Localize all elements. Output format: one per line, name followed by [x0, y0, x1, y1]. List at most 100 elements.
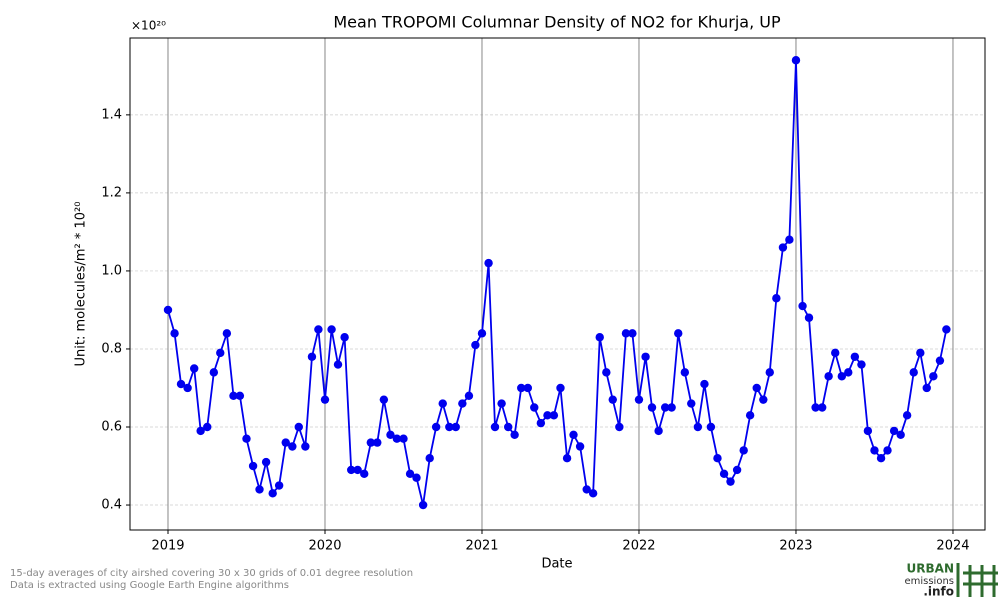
data-point	[209, 368, 219, 377]
data-point	[621, 329, 631, 338]
data-point	[791, 56, 801, 65]
data-point	[876, 454, 886, 463]
data-point	[595, 333, 604, 342]
data-point	[680, 368, 690, 377]
data-point	[667, 403, 676, 412]
data-point	[517, 383, 526, 393]
data-point	[425, 454, 434, 463]
data-point	[543, 411, 552, 420]
data-point	[916, 348, 925, 358]
data-point	[804, 313, 814, 322]
data-point	[418, 500, 428, 510]
logo-text: emissions	[904, 576, 954, 587]
data-point	[857, 360, 866, 369]
data-point	[870, 446, 879, 455]
data-point	[798, 301, 807, 311]
data-point	[530, 403, 539, 412]
data-point	[706, 422, 716, 432]
data-point	[889, 426, 899, 436]
data-point	[510, 430, 519, 439]
data-point	[504, 422, 513, 432]
data-point	[268, 489, 277, 498]
footnote: Data is extracted using Google Earth Eng…	[10, 580, 289, 591]
data-point	[641, 352, 650, 361]
data-point	[484, 258, 493, 268]
x-tick-label: 2023	[779, 539, 812, 554]
offset-text: ×10²⁰	[131, 19, 166, 33]
data-point	[490, 422, 500, 432]
data-point	[412, 473, 421, 482]
data-point	[222, 329, 232, 338]
data-point	[850, 352, 860, 361]
footnote: 15-day averages of city airshed covering…	[10, 568, 413, 579]
data-point	[713, 454, 722, 463]
data-point	[909, 368, 918, 377]
data-point	[190, 364, 199, 373]
data-point	[261, 457, 271, 467]
data-point	[373, 438, 382, 447]
data-point	[255, 485, 264, 494]
data-point	[778, 243, 788, 252]
data-point	[732, 465, 742, 475]
x-tick-label: 2020	[308, 539, 341, 554]
data-point	[360, 469, 369, 479]
data-point	[347, 465, 356, 475]
data-point	[196, 426, 205, 436]
data-point	[340, 333, 349, 342]
data-point	[628, 329, 637, 338]
data-point	[288, 442, 297, 451]
logo-mark	[956, 563, 998, 597]
data-point	[602, 368, 611, 377]
data-point	[824, 372, 833, 381]
data-point	[562, 454, 572, 463]
data-point	[301, 442, 310, 451]
data-point	[314, 325, 323, 334]
data-point	[163, 305, 173, 315]
data-point	[523, 383, 533, 393]
data-point	[935, 356, 945, 365]
data-point	[719, 469, 729, 479]
data-point	[248, 461, 258, 471]
data-point	[896, 430, 905, 439]
data-point	[745, 411, 755, 420]
data-point	[477, 329, 487, 338]
data-point	[307, 352, 317, 361]
data-point	[405, 469, 415, 479]
data-point	[588, 489, 598, 498]
y-tick-label: 0.4	[101, 498, 122, 513]
data-point	[170, 329, 179, 338]
data-point	[549, 411, 559, 420]
data-point	[320, 395, 330, 404]
data-point	[536, 418, 546, 428]
data-point	[759, 395, 768, 404]
data-point	[811, 403, 820, 412]
data-point	[942, 325, 951, 334]
data-point	[726, 477, 735, 486]
logo-text: .info	[923, 585, 954, 599]
data-point	[451, 422, 460, 432]
data-point	[674, 329, 683, 338]
data-point	[660, 403, 670, 412]
data-point	[399, 434, 408, 443]
data-point	[739, 446, 748, 455]
data-point	[752, 383, 761, 393]
chart-title: Mean TROPOMI Columnar Density of NO2 for…	[333, 13, 781, 32]
data-point	[471, 340, 480, 350]
data-point	[922, 383, 931, 393]
data-point	[772, 294, 781, 303]
data-point	[294, 422, 303, 432]
data-point	[687, 399, 696, 408]
x-tick-label: 2019	[151, 539, 184, 554]
data-point	[569, 430, 578, 439]
data-point	[608, 395, 617, 404]
data-point	[556, 383, 565, 393]
data-point	[883, 446, 892, 455]
data-point	[863, 426, 873, 436]
y-tick-label: 1.2	[101, 185, 122, 200]
data-point	[831, 348, 840, 358]
data-point	[458, 399, 467, 408]
data-point	[693, 422, 703, 432]
data-point	[929, 372, 938, 381]
plot-frame	[129, 37, 986, 531]
